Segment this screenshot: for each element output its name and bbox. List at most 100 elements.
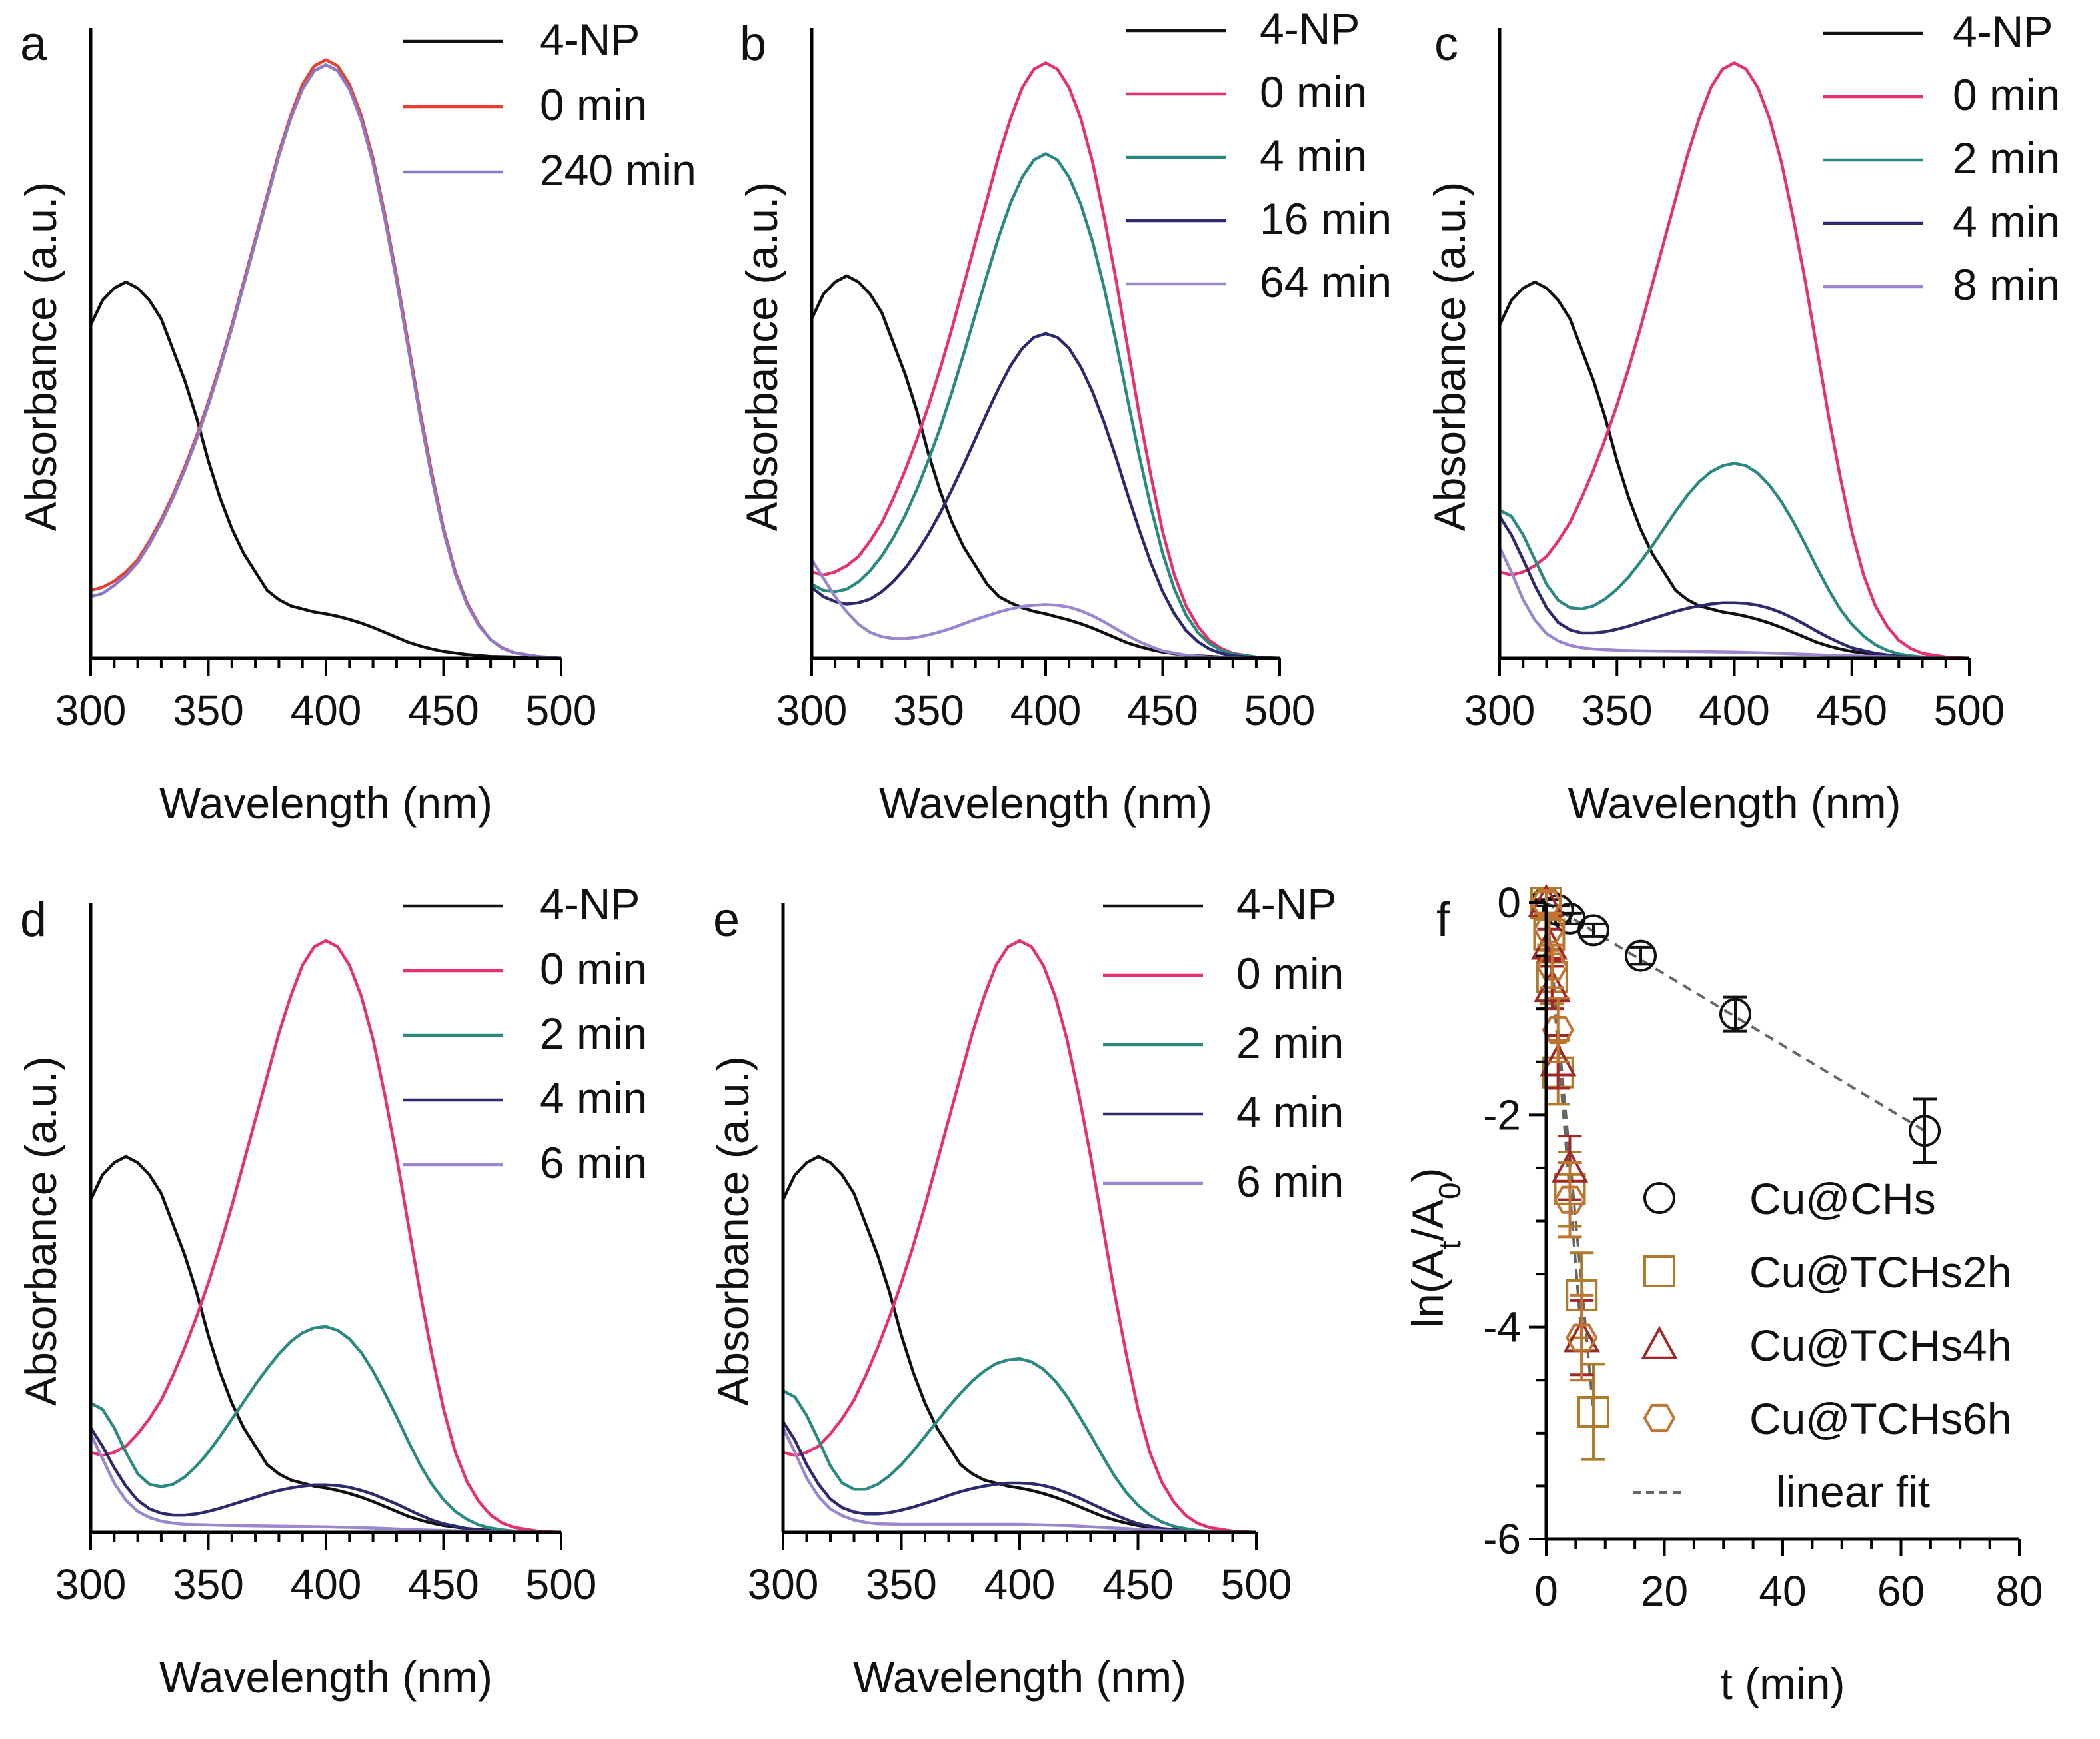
- x-tick-label: 500: [526, 1560, 597, 1608]
- legend-label: 0 min: [1236, 949, 1344, 998]
- legend-label: 4-NP: [1953, 7, 2053, 56]
- legend-swatch: [1643, 1403, 1676, 1433]
- series-line-64-min: [810, 558, 1280, 660]
- legend-label: 4-NP: [540, 879, 640, 929]
- series-line-4-min: [1498, 515, 1969, 660]
- data-point: [1530, 926, 1568, 960]
- series-line-2-min: [1498, 462, 1969, 660]
- series-line-0-min: [782, 939, 1257, 1534]
- series-line-0-min: [90, 58, 562, 660]
- series-line-4-NP: [810, 274, 1280, 660]
- panel-letter: a: [20, 17, 47, 71]
- legend-swatch: [1643, 1182, 1675, 1214]
- legend-swatch: [1643, 1255, 1675, 1287]
- data-point: [1625, 939, 1657, 972]
- x-tick-label: 300: [748, 1560, 819, 1608]
- series-line-16-min: [810, 332, 1280, 660]
- x-axis-title: Wavelength (nm): [1568, 778, 1901, 828]
- legend-label: 0 min: [1953, 70, 2060, 119]
- x-tick-label: 40: [1759, 1567, 1806, 1615]
- legend-label: Cu@TCHs4h: [1749, 1321, 2011, 1370]
- series-line-4-NP: [89, 280, 562, 660]
- legend-label: 16 min: [1260, 194, 1392, 243]
- x-tick-label: 350: [866, 1560, 937, 1608]
- x-tick-label: 300: [1464, 686, 1536, 734]
- x-tick-label: 350: [173, 1560, 244, 1608]
- legend-label: 0 min: [540, 944, 647, 993]
- data-point: [1577, 914, 1609, 947]
- data-point: [1536, 952, 1569, 981]
- y-axis-title: Absorbance (a.u.): [16, 1056, 65, 1406]
- legend-label: 6 min: [1236, 1157, 1344, 1206]
- x-tick-label: 500: [1934, 686, 2005, 734]
- x-tick-label: 400: [291, 1560, 362, 1608]
- y-axis-title: ln(At/A0): [1403, 1167, 1467, 1327]
- data-point: [1542, 1015, 1575, 1045]
- panel-letter: d: [20, 893, 47, 947]
- legend-label: 2 min: [540, 1009, 647, 1058]
- series-line-4-min: [810, 152, 1280, 660]
- x-tick-label: 500: [1244, 686, 1316, 734]
- series-line-4-min: [89, 1427, 561, 1534]
- panel-letter: b: [740, 17, 766, 71]
- x-tick-label: 300: [55, 686, 127, 734]
- legend-label: 4-NP: [540, 15, 640, 64]
- panel-letter: f: [1436, 893, 1450, 947]
- y-axis-title: Absorbance (a.u.): [708, 1056, 758, 1406]
- series-line-2-min: [782, 1357, 1256, 1534]
- x-tick-label: 400: [1010, 686, 1082, 734]
- series-line-4-NP: [781, 1155, 1257, 1534]
- series-line-0-min: [1499, 61, 1970, 660]
- data-point: [1554, 1185, 1586, 1214]
- panel-b: b 300 350 400 450 500 Wavelength (nm) Absorbanc…: [737, 4, 1392, 828]
- x-axis-title: Wavelength (nm): [159, 778, 493, 828]
- legend-label: 4-NP: [1236, 879, 1336, 929]
- series-line-4-NP: [89, 1155, 562, 1534]
- legend-label: Cu@TCHs2h: [1749, 1247, 2011, 1297]
- x-tick-label: 350: [893, 686, 964, 734]
- x-axis-title: Wavelength (nm): [879, 778, 1212, 828]
- series-line-0-min: [90, 939, 562, 1534]
- legend-swatch: [1641, 1325, 1678, 1359]
- x-tick-label: 400: [291, 686, 362, 734]
- legend-label: 8 min: [1953, 260, 2060, 309]
- series-line-2-min: [89, 1325, 561, 1534]
- y-tick-label: -4: [1483, 1303, 1521, 1351]
- series-line-0-min: [811, 61, 1280, 660]
- data-point: [1540, 1043, 1577, 1077]
- fit-line: [1545, 901, 1926, 1132]
- series-line-4-NP: [1498, 280, 1970, 660]
- legend-label: 2 min: [1236, 1018, 1344, 1067]
- panel-e: e 300 350 400 450 500 Wavelength (nm) Absorbanc…: [708, 879, 1344, 1702]
- x-tick-label: 400: [984, 1560, 1056, 1608]
- panel-d: d 300 350 400 450 500 Wavelength (nm) Absorbanc…: [16, 879, 647, 1702]
- panel-letter: e: [713, 893, 740, 947]
- data-point: [1534, 968, 1571, 1003]
- data-point: [1565, 1323, 1598, 1352]
- y-tick-label: -2: [1483, 1091, 1521, 1139]
- x-tick-label: 350: [173, 686, 244, 734]
- series-line-240-min: [90, 63, 562, 660]
- panel-a: a 300 350 400 450 500 Wavelength (nm) Absorbanc…: [16, 15, 696, 828]
- legend-label: 2 min: [1953, 133, 2060, 183]
- y-axis-title: Absorbance (a.u.): [16, 182, 65, 532]
- panel-f: f0 20 40 60 800-2-4-6t (min)ln(At/A0) Cu@CHsC…: [1403, 879, 2043, 1708]
- panel-c: c 300 350 400 450 500 Wavelength (nm) Absorbanc…: [1425, 7, 2060, 828]
- y-axis-title: Absorbance (a.u.): [1425, 182, 1474, 532]
- y-axis-title: Absorbance (a.u.): [737, 182, 786, 532]
- y-tick-label: -6: [1483, 1515, 1521, 1563]
- legend-label: Cu@TCHs6h: [1749, 1394, 2011, 1443]
- x-tick-label: 450: [408, 1560, 479, 1608]
- legend-label: Cu@CHs: [1749, 1174, 1936, 1223]
- x-tick-label: 350: [1581, 686, 1653, 734]
- x-tick-label: 500: [1221, 1560, 1292, 1608]
- legend-label: 0 min: [540, 80, 647, 129]
- legend-label: 64 min: [1260, 257, 1392, 306]
- legend-label: 4-NP: [1260, 4, 1360, 53]
- legend-label: 4 min: [1260, 131, 1367, 180]
- x-tick-label: 450: [1102, 1560, 1174, 1608]
- legend-label: 4 min: [1953, 197, 2060, 246]
- x-axis-title: t (min): [1721, 1659, 1845, 1708]
- legend-label: 6 min: [540, 1138, 647, 1187]
